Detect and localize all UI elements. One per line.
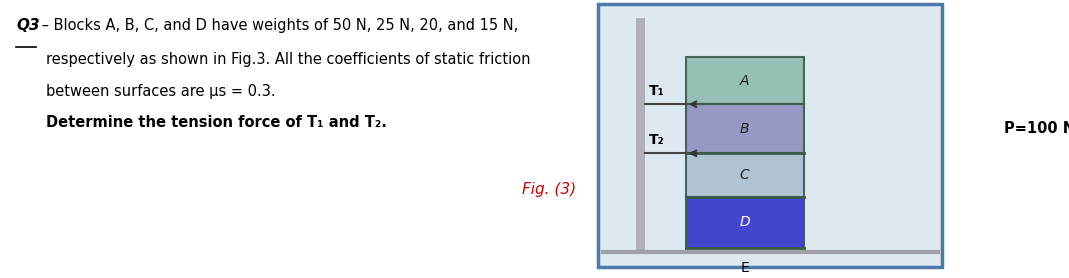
Bar [685, 153, 804, 197]
Text: Determine the tension force of T₁ and T₂.: Determine the tension force of T₁ and T₂… [46, 115, 387, 130]
Text: D: D [740, 215, 750, 229]
Text: respectively as shown in Fig.3. All the coefficients of static friction: respectively as shown in Fig.3. All the … [46, 52, 531, 67]
Bar [685, 197, 804, 248]
Text: A: A [740, 74, 749, 88]
Text: C: C [740, 168, 749, 182]
Text: between surfaces are μs = 0.3.: between surfaces are μs = 0.3. [46, 84, 276, 98]
Text: T₂: T₂ [649, 133, 665, 147]
Bar [599, 4, 942, 267]
Text: P=100 N: P=100 N [1005, 121, 1069, 136]
Text: B: B [740, 122, 749, 136]
Text: Fig. (3): Fig. (3) [523, 182, 576, 197]
Bar [636, 18, 645, 252]
Text: E: E [740, 261, 749, 275]
Text: Q3: Q3 [16, 18, 40, 33]
Text: – Blocks A, B, C, and D have weights of 50 N, 25 N, 20, and 15 N,: – Blocks A, B, C, and D have weights of … [36, 18, 517, 33]
Bar [685, 57, 804, 104]
Text: T₁: T₁ [649, 84, 665, 98]
Bar [685, 104, 804, 153]
